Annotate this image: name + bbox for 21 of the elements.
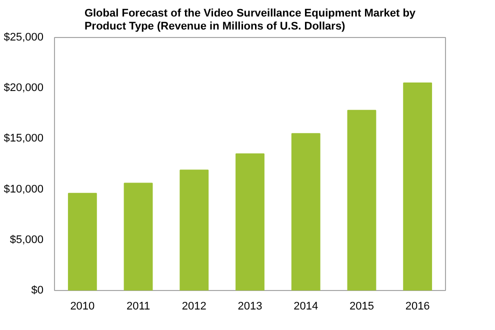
bar — [180, 170, 209, 290]
x-tick-label: 2013 — [238, 300, 262, 312]
x-tick-label: 2011 — [126, 300, 150, 312]
bar — [68, 192, 97, 290]
x-tick-label: 2015 — [349, 300, 374, 312]
bar — [291, 133, 320, 290]
y-tick-label: $0 — [31, 284, 44, 296]
bar — [236, 153, 264, 290]
y-tick-label: $20,000 — [4, 82, 44, 94]
y-tick-label: $25,000 — [4, 32, 44, 44]
x-tick-label: 2012 — [182, 300, 206, 312]
y-tick-label: $10,000 — [4, 183, 44, 196]
x-tick-label: 2010 — [70, 300, 95, 312]
x-tick-label: 2014 — [294, 300, 318, 312]
y-tick-label: $15,000 — [4, 132, 44, 145]
bar — [403, 82, 432, 290]
chart-title: Global Forecast of the Video Surveillance Equipment Market by Product Type (Revenue in Millions of U.S. Dollars) — [84, 7, 416, 32]
bar — [124, 182, 153, 290]
x-tick-label: 2016 — [405, 300, 430, 312]
bar — [347, 110, 376, 290]
y-tick-label: $5,000 — [10, 234, 44, 246]
